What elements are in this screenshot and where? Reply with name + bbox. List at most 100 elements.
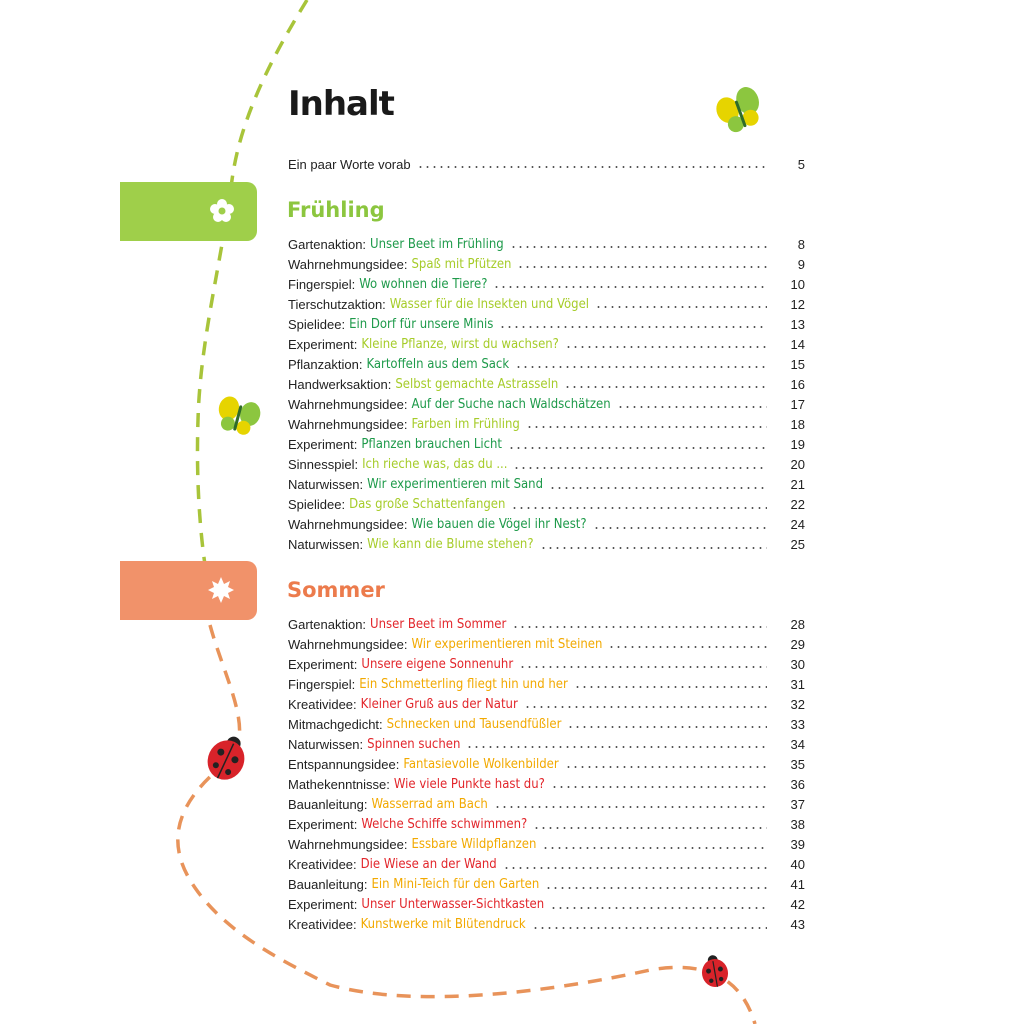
toc-entry: Naturwissen: Spinnen suchen 34 [288, 734, 805, 754]
toc-entry: Tierschutzaktion: Wasser für die Insekten… [288, 294, 805, 314]
page-number: 15 [790, 356, 805, 372]
entry-title: Schnecken und Tausendfüßler [386, 716, 562, 732]
entry-title: Unser Beet im Sommer [370, 616, 507, 632]
section-tab [120, 182, 150, 241]
entry-category: Mathekenntnisse: [288, 776, 390, 792]
entry-title: Kunstwerke mit Blütendruck [360, 917, 526, 933]
toc-entry: Gartenaktion: Unser Beet im Frühling 8 [288, 234, 805, 254]
entry-title: Pflanzen brauchen Licht [361, 437, 503, 452]
toc-entry: Kreatividee: Kleiner Gruß aus der Natur 32 [288, 694, 805, 714]
page-number: 38 [790, 817, 805, 832]
leader-dots [519, 665, 767, 670]
entry-category: Wahrnehmungsidee: [288, 256, 408, 272]
entry-category: Fingerspiel: [288, 676, 356, 692]
entry-title: Spaß mit Pfützen [411, 256, 512, 272]
entry-title: Wie viele Punkte hast du? [393, 776, 545, 792]
toc-entry: Wahrnehmungsidee: Spaß mit Pfützen 9 [288, 254, 805, 274]
page-number: 21 [790, 477, 805, 493]
page-number: 5 [797, 156, 805, 172]
entry-category: Experiment: [288, 656, 358, 672]
ladybug [207, 736, 245, 780]
leader-dots [515, 365, 767, 370]
page-number: 37 [790, 796, 805, 812]
leader-dots [564, 385, 767, 390]
toc-entry: Wahrnehmungsidee: Wie bauen die Vögel ihr… [288, 515, 805, 535]
toc-entry: Gartenaktion: Unser Beet im Sommer 28 [288, 614, 805, 634]
page-number: 32 [790, 696, 805, 712]
entry-category: Naturwissen: [288, 477, 364, 493]
toc-entry: Fingerspiel: Ein Schmetterling fliegt hin… [288, 674, 805, 694]
entry-title: Das große Schattenfangen [349, 497, 506, 513]
leader-dots [499, 325, 767, 330]
sun-icon [208, 577, 234, 603]
toc-entry: Wahrnehmungsidee: Essbare Wildpflanzen 39 [288, 835, 805, 855]
leader-dots [533, 825, 767, 830]
page-number: 13 [790, 316, 805, 332]
page-number: 29 [790, 636, 805, 652]
leader-dots [549, 485, 767, 490]
page-number: 43 [790, 917, 805, 933]
toc-entry: Wahrnehmungsidee: Auf der Suche nach Wald… [288, 394, 805, 414]
entry-title: Wasserrad am Bach [371, 796, 488, 812]
toc-entry: Experiment: Kleine Pflanze, wirst du wach… [288, 334, 805, 354]
leader-dots [513, 465, 767, 470]
page-number: 24 [790, 517, 805, 533]
page-number: 36 [790, 776, 805, 792]
entry-title: Ein Dorf für unsere Minis [349, 316, 494, 332]
entry-title: Ein paar Worte vorab [288, 156, 411, 172]
page-number: 14 [790, 336, 805, 352]
leader-dots [517, 265, 767, 270]
page-number: 31 [790, 676, 805, 692]
entry-category: Experiment: [288, 817, 358, 832]
entry-category: Sinnesspiel: [288, 457, 359, 473]
leader-dots [542, 845, 767, 850]
section-tab [139, 561, 257, 620]
toc-entry: Bauanleitung: Ein Mini-Teich für den Gart… [288, 875, 805, 895]
entry-category: Bauanleitung: [288, 796, 368, 812]
entry-category: Tierschutzaktion: [288, 296, 386, 312]
leader-dots [550, 785, 767, 790]
entry-title: Wir experimentieren mit Steinen [411, 636, 603, 652]
entry-title: Ein Schmetterling fliegt hin und her [359, 676, 568, 692]
leader-dots [531, 925, 767, 930]
section-tab [120, 561, 150, 620]
entry-category: Kreatividee: [288, 857, 357, 873]
page-number: 34 [790, 736, 805, 752]
page-number: 28 [790, 616, 805, 632]
page-number: 40 [790, 857, 805, 873]
page-number: 18 [790, 416, 805, 432]
entry-category: Wahrnehmungsidee: [288, 636, 408, 652]
page-number: 35 [790, 756, 805, 772]
toc-entry: Kreatividee: Kunstwerke mit Blütendruck 43 [288, 915, 805, 935]
section-tab [139, 182, 257, 241]
leader-dots [509, 245, 767, 249]
toc-entry: Ein paar Worte vorab 5 [288, 154, 805, 174]
page-number: 30 [790, 656, 805, 672]
dashed-path [195, 0, 309, 566]
entry-title: Wie kann die Blume stehen? [367, 537, 534, 553]
butterfly [218, 396, 261, 435]
leader-dots [567, 725, 767, 730]
entry-title: Spinnen suchen [367, 736, 461, 752]
entry-title: Unser Beet im Frühling [370, 236, 504, 252]
page-number: 19 [790, 437, 805, 452]
leader-dots [564, 765, 767, 770]
entry-title: Ich rieche was, das du ... [362, 457, 508, 473]
page-number: 12 [790, 296, 805, 312]
entry-category: Mitmachgedicht: [288, 716, 383, 732]
toc-entry: Experiment: Unsere eigene Sonnenuhr 30 [288, 654, 805, 674]
toc-entry: Spielidee: Das große Schattenfangen 22 [288, 495, 805, 515]
entry-category: Gartenaktion: [288, 616, 367, 632]
entry-title: Kleine Pflanze, wirst du wachsen? [361, 336, 559, 352]
entry-title: Selbst gemachte Astrasseln [395, 376, 559, 392]
entry-title: Fantasievolle Wolkenbilder [403, 756, 559, 772]
flower-icon [210, 199, 234, 222]
leader-dots [564, 345, 767, 350]
leader-dots [511, 505, 767, 510]
page-number: 22 [790, 497, 805, 513]
toc-entry: Fingerspiel: Wo wohnen die Tiere? 10 [288, 274, 805, 294]
toc-entry: Bauanleitung: Wasserrad am Bach 37 [288, 794, 805, 814]
leader-dots [512, 625, 767, 629]
leader-dots [416, 165, 767, 169]
